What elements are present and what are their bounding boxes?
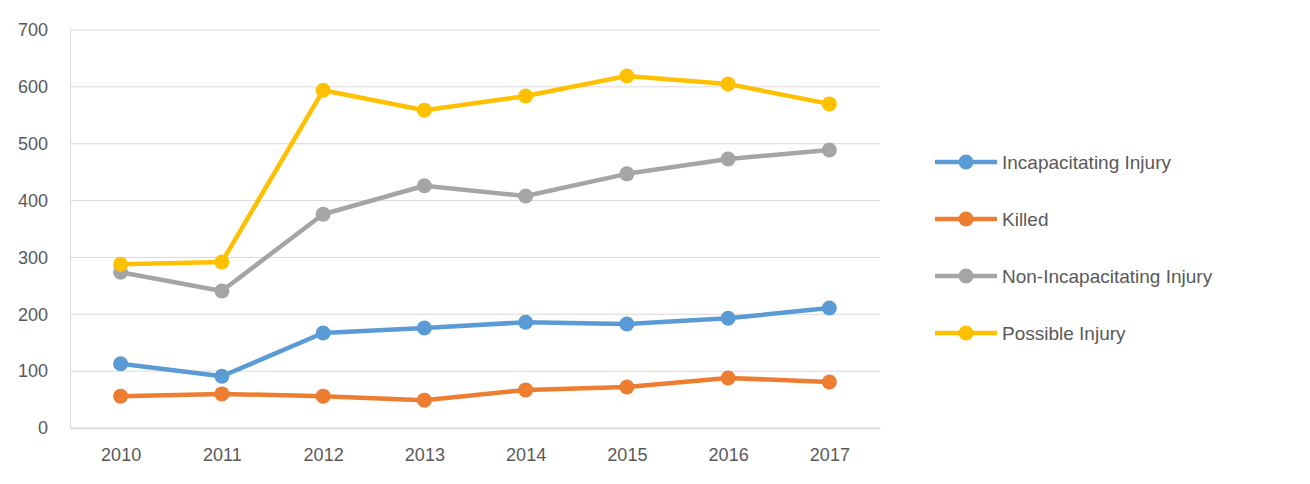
legend-marker [959,155,974,170]
series-marker [822,96,837,111]
legend-item: Non-Incapacitating Injury [935,266,1213,287]
legend-label: Non-Incapacitating Injury [1002,266,1213,287]
y-tick-label: 100 [18,361,48,381]
x-tick: 2010 [101,428,141,465]
series-marker [113,257,128,272]
grid-line [70,200,880,201]
y-tick: 0 [38,418,70,438]
grid-line [70,257,880,258]
series-marker [822,301,837,316]
x-tick: 2012 [304,428,344,465]
legend-item: Possible Injury [935,323,1126,344]
x-tick: 2013 [405,428,445,465]
y-axis-line [70,31,71,429]
y-tick-label: 500 [18,134,48,154]
series-marker [518,315,533,330]
x-tick: 2011 [203,428,242,465]
series-marker [316,389,331,404]
plot-area [113,69,837,408]
x-tick: 2014 [506,428,546,465]
series-marker [417,103,432,118]
series-marker [214,386,229,401]
series-marker [518,88,533,103]
series-marker [721,152,736,167]
series-marker [721,77,736,92]
grid-line [70,428,880,429]
y-tick-label: 600 [18,77,48,97]
x-tick-label: 2011 [203,445,242,465]
series-marker [113,356,128,371]
x-tick-label: 2017 [810,445,850,465]
y-tick-label: 400 [18,191,48,211]
legend-marker [959,326,974,341]
series-marker [417,320,432,335]
series-line [121,76,830,264]
series-marker [417,178,432,193]
y-tick: 300 [18,248,70,268]
series-marker [619,166,634,181]
legend-item: Killed [935,209,1048,230]
series-marker [316,326,331,341]
chart: 0100200300400500600700201020112012201320… [0,0,1310,484]
y-tick-label: 300 [18,248,48,268]
y-tick: 700 [18,20,70,40]
x-tick: 2015 [607,428,647,465]
grid [70,30,880,428]
series-marker [619,380,634,395]
x-axis-line [71,428,881,430]
y-tick: 600 [18,77,70,97]
x-tick: 2016 [709,428,749,465]
x-tick-label: 2012 [304,445,344,465]
legend-label: Killed [1002,209,1048,230]
x-tick-label: 2014 [506,445,546,465]
x-tick: 2017 [810,428,850,465]
y-tick: 100 [18,361,70,381]
x-tick-label: 2015 [607,445,647,465]
series-marker [518,382,533,397]
series-marker [822,374,837,389]
series-marker [316,83,331,98]
y-tick: 500 [18,134,70,154]
legend-label: Incapacitating Injury [1002,152,1171,173]
y-tick-label: 700 [18,20,48,40]
series-marker [721,311,736,326]
series-marker [113,389,128,404]
series-marker [619,316,634,331]
series-line [121,308,830,376]
series-marker [619,69,634,84]
series-marker [518,189,533,204]
series-marker [721,370,736,385]
series-marker [417,393,432,408]
y-tick-label: 200 [18,305,48,325]
x-tick-label: 2013 [405,445,445,465]
series-marker [214,254,229,269]
legend: Incapacitating Injury Killed Non-Incapacit… [935,152,1213,344]
legend-label: Possible Injury [1002,323,1126,344]
y-tick: 200 [18,305,70,325]
series-marker [214,283,229,298]
grid-line [70,30,880,31]
x-axis: 2010 2011 2012 2013 2014 2015 2016 2017 [71,428,881,465]
series-marker [822,142,837,157]
legend-marker [959,212,974,227]
series-marker [214,369,229,384]
series-marker [316,207,331,222]
y-tick: 400 [18,191,70,211]
grid-line [70,86,880,87]
x-tick-label: 2016 [709,445,749,465]
y-axis: 0 100 200 300 400 500 600 700 [18,20,71,438]
y-tick-label: 0 [38,418,48,438]
legend-marker [959,269,974,284]
x-tick-label: 2010 [101,445,141,465]
legend-item: Incapacitating Injury [935,152,1171,173]
grid-line [70,143,880,144]
series-line [121,150,830,291]
